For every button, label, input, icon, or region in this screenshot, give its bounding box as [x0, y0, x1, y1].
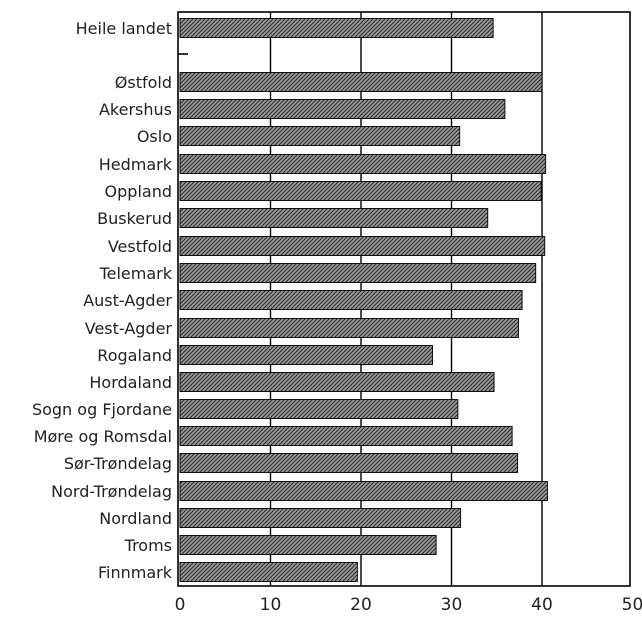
bar-nordland	[179, 508, 462, 528]
bar-rogaland	[179, 345, 433, 365]
bar-finnmark	[179, 562, 358, 582]
bar-sør-trøndelag	[179, 453, 519, 473]
bar-vest-agder	[179, 318, 519, 338]
category-label: Rogaland	[97, 346, 172, 365]
category-label: Akershus	[99, 100, 172, 119]
bar-oppland	[179, 181, 542, 201]
bar-hedmark	[179, 154, 547, 174]
category-label: Aust-Agder	[83, 291, 172, 310]
plot-frame	[177, 11, 631, 587]
category-label: Troms	[124, 536, 172, 555]
x-tick-label: 40	[531, 595, 553, 615]
bar-buskerud	[179, 208, 489, 228]
category-label: Buskerud	[97, 209, 172, 228]
bar-østfold	[179, 72, 543, 92]
category-label: Hedmark	[99, 155, 173, 174]
bar-heile-landet	[179, 18, 494, 38]
bar-oslo	[179, 126, 461, 146]
category-label: Nord-Trøndelag	[51, 482, 172, 501]
category-label: Møre og Romsdal	[34, 427, 172, 446]
category-label: Hordaland	[89, 373, 172, 392]
category-label: Oslo	[137, 127, 172, 146]
category-label: Vest-Agder	[85, 319, 173, 338]
category-label: Vestfold	[108, 237, 172, 256]
category-label: Nordland	[99, 509, 172, 528]
bar-sogn-og-fjordane	[179, 399, 459, 419]
bar-troms	[179, 535, 437, 555]
category-label: Heile landet	[76, 19, 172, 38]
x-tick-label: 50	[622, 595, 642, 615]
bar-telemark	[179, 263, 537, 283]
x-tick-label: 10	[260, 595, 282, 615]
x-tick-label: 30	[441, 595, 463, 615]
category-label: Østfold	[115, 73, 172, 92]
bar-nord-trøndelag	[179, 481, 548, 501]
category-label: Telemark	[99, 264, 173, 283]
bar-vestfold	[179, 236, 546, 256]
category-label: Finnmark	[98, 563, 173, 582]
category-label: Oppland	[105, 182, 172, 201]
x-tick-label: 20	[350, 595, 372, 615]
bar-hordaland	[179, 372, 495, 392]
bar-akershus	[179, 99, 506, 119]
bar-møre-og-romsdal	[179, 426, 513, 446]
category-label: Sogn og Fjordane	[32, 400, 172, 419]
category-label: Sør-Trøndelag	[64, 454, 172, 473]
x-tick-label: 0	[175, 595, 186, 615]
bar-aust-agder	[179, 290, 523, 310]
